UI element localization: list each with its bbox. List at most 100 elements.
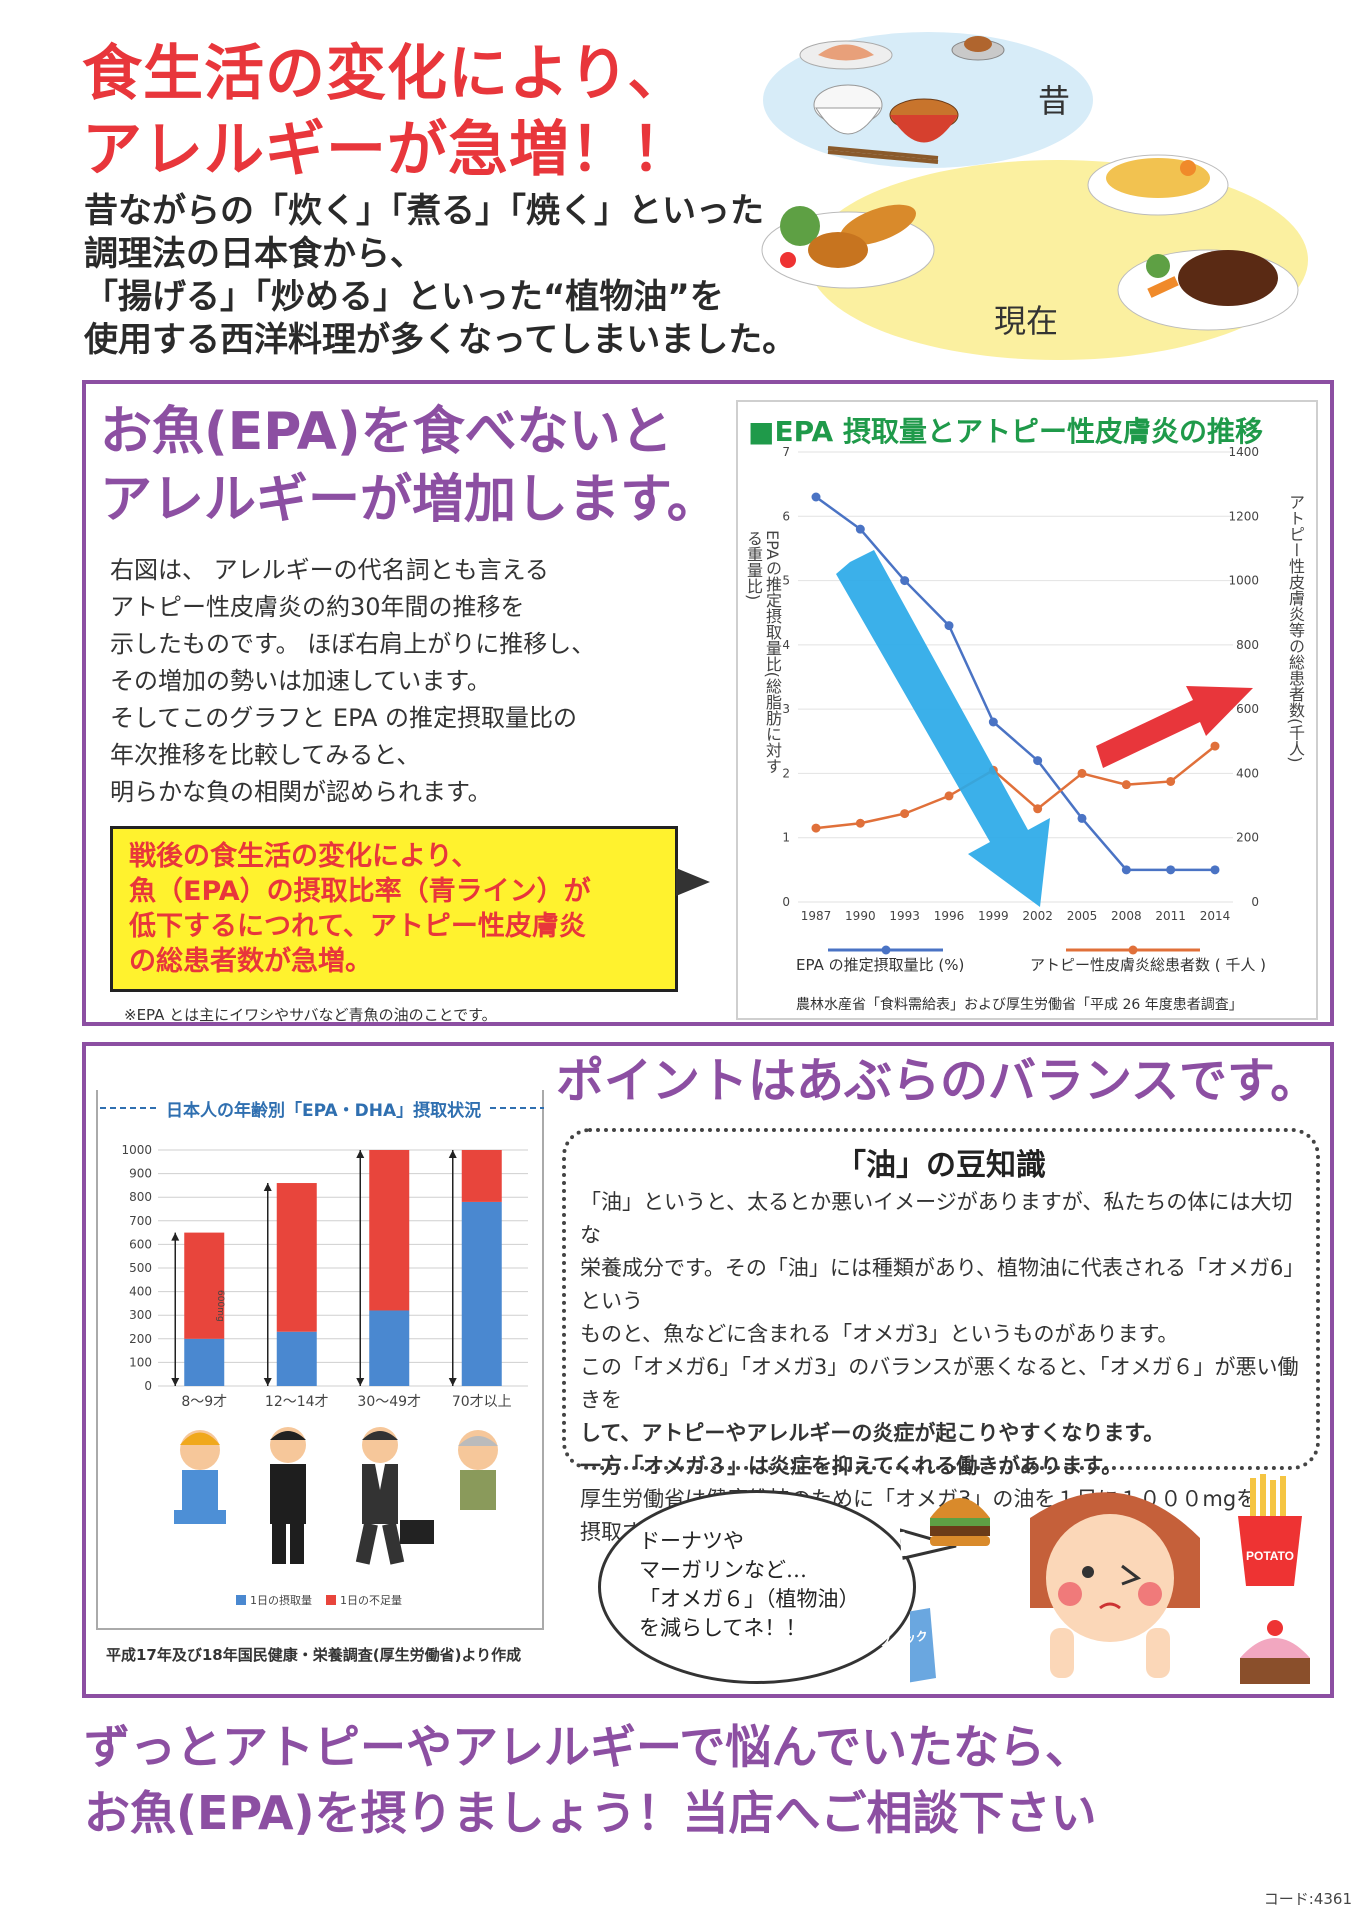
footer-line-1: ずっとアトピーやアレルギーで悩んでいたなら、	[84, 1720, 1091, 1774]
body-line: アトピー性皮膚炎の約30年間の推移を	[110, 593, 525, 621]
intake-legend-label: 1日の摂取量	[250, 1593, 312, 1607]
right-axis-tick: 400	[1236, 766, 1259, 780]
epa-data-point	[1166, 865, 1176, 875]
bar-y-tick: 500	[129, 1261, 152, 1275]
elderly-icon	[458, 1430, 498, 1510]
body-line: 示したものです。 ほぼ右肩上がりに推移し、	[110, 630, 596, 658]
main-title: 食生活の変化により、 アレルギーが急増！！	[82, 36, 692, 188]
right-axis-tick: 1000	[1228, 574, 1259, 588]
rice-bowl-icon	[813, 84, 883, 135]
right-axis-tick: 200	[1236, 831, 1259, 845]
range-arrow-down-icon	[356, 1378, 365, 1386]
businessman-icon	[355, 1427, 434, 1565]
bubble-line: ドーナツや	[639, 1529, 744, 1553]
shortfall-legend-swatch	[326, 1595, 336, 1605]
bubble-line: 「オメガ６」（植物油）	[639, 1587, 860, 1611]
right-axis-tick: 1200	[1228, 509, 1259, 523]
range-arrow-up-icon	[356, 1150, 365, 1158]
downward-trend-arrow-icon	[836, 550, 1050, 907]
intake-bar	[184, 1338, 225, 1386]
epa-legend-marker	[881, 945, 891, 955]
epa-section	[82, 380, 1334, 1026]
right-axis-tick: 600	[1236, 702, 1259, 716]
left-axis-tick: 0	[782, 895, 790, 909]
callout-box: 戦後の食生活の変化により、 魚（EPA）の摂取比率（青ライン）が 低下するにつれ…	[110, 826, 678, 992]
atopy-data-point	[944, 791, 954, 801]
miso-soup-icon	[889, 98, 959, 143]
callout-line: 魚（EPA）の摂取比率（青ライン）が	[129, 876, 591, 907]
x-axis-tick: 2002	[1022, 909, 1053, 923]
speech-bubble: ドーナツや マーガリンなど… 「オメガ６」（植物油） を減らしてネ！！	[598, 1490, 916, 1684]
epa-title-line-1: お魚(EPA)を食べないと	[100, 402, 673, 462]
epa-data-point	[855, 524, 865, 534]
snack-bag-icon	[910, 1608, 936, 1683]
trivia-line: 一方「オメガ３」は炎症を抑えてくれる働きがあります。	[580, 1454, 1123, 1478]
oil-balance-title: ポイントはあぶらのバランスです。	[556, 1053, 1319, 1109]
epa-chart-frame: ■EPA 摂取量とアトピー性皮膚炎の推移 EPAの推定摂取量比(総脂肪に対する重…	[736, 400, 1318, 1020]
body-line: そしてこのグラフと EPA の推定摂取量比の	[110, 704, 578, 732]
x-axis-tick: 1996	[934, 909, 965, 923]
epa-data-point	[1121, 865, 1131, 875]
body-line: その増加の勢いは加速しています。	[110, 667, 491, 695]
right-axis-tick: 0	[1251, 895, 1259, 909]
trivia-line: ものと、魚などに含まれる「オメガ3」というものがあります。	[580, 1322, 1179, 1346]
body-line: 右図は、 アレルギーの代名詞とも言える	[110, 556, 549, 584]
bar-category-label: 12～14才	[265, 1394, 329, 1410]
oil-trivia-body: 「油」というと、太るとか悪いイメージがありますが、私たちの体には大切な 栄養成分…	[580, 1186, 1310, 1549]
atopy-legend-label: アトピー性皮膚炎総患者数 ( 千人 )	[1030, 956, 1266, 974]
range-arrow-up-icon	[171, 1232, 180, 1241]
epa-data-point	[1077, 813, 1087, 823]
atopy-data-point	[1077, 768, 1087, 778]
callout-pointer-icon	[676, 868, 710, 896]
intro-line: 「揚げる」「炒める」といった“植物油”を	[84, 277, 724, 317]
trivia-line: 栄養成分です。その「油」には種類があり、植物油に代表される「オメガ6」という	[580, 1256, 1305, 1313]
hamburg-steak-icon	[1117, 249, 1299, 331]
epa-body-text: 右図は、 アレルギーの代名詞とも言える アトピー性皮膚炎の約30年間の推移を 示…	[110, 552, 710, 811]
epa-data-point	[988, 717, 998, 727]
left-axis-tick: 2	[782, 766, 790, 780]
epa-footnote: ※EPA とは主にイワシやサバなど青魚の油のことです。	[124, 1006, 497, 1024]
bubble-line: を減らしてネ！！	[639, 1616, 807, 1640]
food-illustration: 昔 現在	[728, 20, 1328, 360]
callout-line: 低下するにつれて、アトピー性皮膚炎	[129, 911, 586, 942]
bar-chart-source: 平成17年及び18年国民健康・栄養調査(厚生労働省)より作成	[106, 1646, 522, 1664]
left-axis-tick: 6	[782, 509, 790, 523]
left-axis-tick: 7	[782, 445, 790, 459]
atopy-data-point	[855, 818, 865, 828]
atopy-right-axis-label: アトピー性皮膚炎等の総患者数(千人)	[1286, 494, 1305, 763]
left-axis-tick: 3	[782, 702, 790, 716]
intake-bar	[461, 1201, 502, 1386]
x-axis-tick: 2005	[1067, 909, 1098, 923]
atopy-data-point	[900, 809, 910, 819]
fish-plate-icon	[799, 40, 893, 70]
x-axis-tick: 2011	[1155, 909, 1186, 923]
potato-label: POTATO	[1246, 1549, 1294, 1563]
oil-trivia-title: 「油」の豆知識	[836, 1148, 1046, 1183]
epa-series-line	[815, 495, 1215, 872]
intro-line: 調理法の日本食から、	[84, 234, 424, 274]
x-axis-tick: 1990	[845, 909, 876, 923]
shortfall-bar	[369, 1150, 410, 1311]
right-axis-tick: 800	[1236, 638, 1259, 652]
intake-legend-swatch	[236, 1595, 246, 1605]
intro-paragraph: 昔ながらの「炊く」「煮る」「焼く」といった 調理法の日本食から、 「揚げる」「炒…	[84, 190, 796, 362]
main-title-line-2: アレルギーが急増！！	[82, 115, 692, 185]
epa-data-point	[900, 576, 910, 586]
trivia-line: 「油」というと、太るとか悪いイメージがありますが、私たちの体には大切な	[580, 1190, 1293, 1247]
bar-y-tick: 0	[144, 1379, 152, 1393]
x-axis-tick: 1987	[801, 909, 832, 923]
epa-data-point	[944, 621, 954, 631]
x-axis-tick: 2008	[1111, 909, 1142, 923]
x-axis-tick: 1999	[978, 909, 1009, 923]
left-axis-tick: 4	[782, 638, 790, 652]
bar-category-label: 8～9才	[181, 1394, 227, 1410]
speech-bubble-text: ドーナツや マーガリンなど… 「オメガ６」（植物油） を減らしてネ！！	[639, 1527, 860, 1643]
bar-chart-title: 日本人の年齢別「EPA・DHA」摂取状況	[160, 1096, 488, 1121]
child-icon	[174, 1430, 226, 1524]
shortfall-bar	[276, 1183, 317, 1332]
french-fries-icon: POTATO	[1238, 1474, 1302, 1586]
food-illustration-svg	[761, 32, 1308, 360]
epa-left-axis-label: EPAの推定摂取量比(総脂肪に対する重量比)	[744, 530, 782, 774]
bar-y-tick: 1000	[121, 1143, 152, 1157]
past-label: 昔	[1038, 82, 1071, 120]
